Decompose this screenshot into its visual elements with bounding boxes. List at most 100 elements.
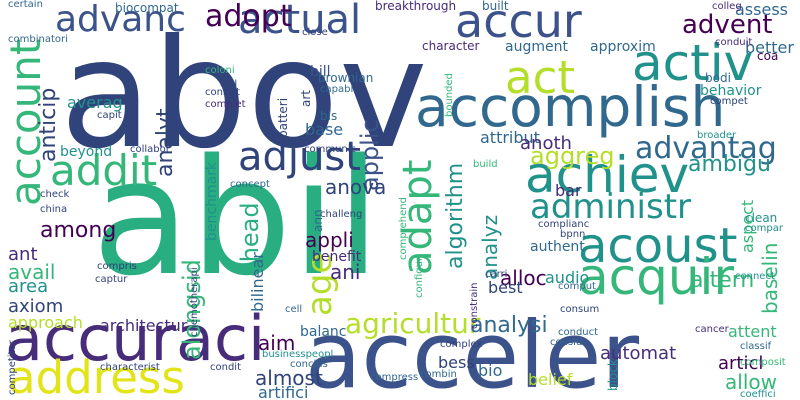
word-cell: cell [285, 304, 303, 315]
word-audio: audio [545, 268, 590, 287]
word-altern: altern [690, 268, 755, 293]
word-balanc: balanc [300, 324, 347, 340]
word-chemotherapi: chemotherapi [189, 267, 200, 337]
word-competitor: competitor [7, 340, 18, 395]
word-accuraci: accuraci [5, 302, 266, 375]
word-adopt: adopt [205, 0, 292, 34]
word-consum: consum [560, 304, 600, 315]
word-best: best [488, 278, 523, 297]
word-coeffici: coeffici [740, 389, 776, 400]
word-act: act [505, 51, 575, 104]
word-compar: compar [745, 223, 783, 234]
word-block: block [606, 359, 620, 391]
word-collabor: collabor [130, 144, 170, 155]
word-analysi: analysi [470, 313, 548, 338]
word-certain: certain [8, 0, 43, 10]
word-behavior: behavior [700, 83, 762, 99]
word-broader: broader [697, 130, 737, 141]
word-compress: compress [370, 372, 419, 383]
word-authent: authent [530, 239, 585, 255]
word-avail: avail [8, 260, 56, 284]
word-comput: comput [558, 281, 596, 292]
word-ant: ant [8, 244, 38, 265]
word-advantag: advantag [635, 131, 777, 166]
word-advanc: advanc [55, 0, 186, 40]
word-axiom: axiom [8, 296, 64, 317]
word-china: china [40, 204, 68, 215]
word-area: area [8, 276, 49, 297]
word-agricultur: agricultur [345, 307, 481, 340]
word-configur: configur [414, 256, 425, 298]
word-achiev: achiev [525, 146, 690, 204]
word-allow: allow [725, 370, 777, 394]
word-concept: concept [230, 179, 270, 190]
word-anova: anova [325, 175, 387, 199]
word-captur: captur [95, 274, 128, 285]
word-build: build [473, 159, 498, 170]
word-benchmark: benchmark [204, 161, 220, 241]
word-complet: complet [205, 99, 246, 110]
word-biocompat: biocompat [115, 1, 179, 15]
word-capit: capit [97, 110, 122, 121]
word-base: base [305, 120, 344, 139]
word-acquir: acquir [578, 248, 735, 306]
word-abov: abov [60, 8, 428, 182]
word-averag: averag [67, 93, 123, 112]
word-coloni: coloni [205, 65, 235, 76]
word-augment: augment [505, 39, 568, 55]
word-bpnn: bpnn [560, 229, 586, 240]
word-algorithm: algorithm [443, 162, 468, 269]
word-conclus: conclus [290, 359, 328, 370]
word-complianc: complianc [538, 219, 590, 230]
word-approach: approach [8, 313, 83, 332]
word-constrain: constrain [469, 282, 480, 329]
word-combin: combin [420, 369, 457, 380]
word-beyond: beyond [60, 144, 113, 160]
word-bess: bess [438, 353, 475, 372]
word-abil: abil [92, 124, 381, 311]
word-bodi: bodi [705, 71, 731, 85]
word-comprehend: comprehend [398, 197, 409, 260]
word-attribut: attribut [480, 128, 540, 147]
word-administr: administr [530, 187, 692, 227]
word-batteri: batteri [276, 98, 290, 139]
word-close: close [302, 27, 328, 38]
word-accomplish: accomplish [415, 75, 726, 139]
word-accur: accur [455, 0, 582, 48]
word-artifici: artifici [258, 383, 309, 400]
word-condit: condit [210, 362, 242, 373]
word-character: character [422, 39, 480, 53]
word-activ: activ [632, 34, 754, 92]
word-bls: bls [320, 109, 338, 123]
word-alloc: alloc [500, 266, 547, 290]
word-bio: bio [478, 361, 503, 380]
word-appli: appli [305, 228, 354, 252]
word-articl: articl [718, 353, 764, 374]
word-call: call [220, 79, 238, 90]
word-actual: actual [238, 0, 362, 43]
word-address: address [8, 351, 185, 400]
word-belief: belief [528, 370, 573, 389]
word-clean: clean [745, 211, 778, 225]
word-aggreg: aggreg [530, 142, 615, 170]
word-composit: composit [740, 357, 786, 368]
word-consid: consid [550, 337, 583, 348]
word-ani: ani [330, 260, 361, 284]
word-check: check [40, 189, 70, 200]
word-ambigu: ambigu [688, 152, 771, 177]
word-assess: assess [735, 0, 788, 19]
word-communic: communic [304, 144, 357, 155]
word-bounded: bounded [444, 73, 455, 117]
word-classif: classif [740, 341, 772, 352]
word-characterist: characterist [100, 362, 160, 373]
word-architectur: architectur [100, 316, 188, 335]
word-acoust: acoust [578, 218, 738, 274]
word-addit: addit [50, 146, 158, 195]
word-bilinear: bilinear [248, 251, 267, 312]
word-bill: bill [310, 64, 331, 80]
word-businesspeopl: businesspeopl [262, 349, 334, 360]
word-among: among [40, 218, 117, 243]
word-conduct: conduct [558, 327, 599, 338]
word-anoth: anoth [520, 133, 572, 154]
word-aim: aim [258, 331, 296, 355]
